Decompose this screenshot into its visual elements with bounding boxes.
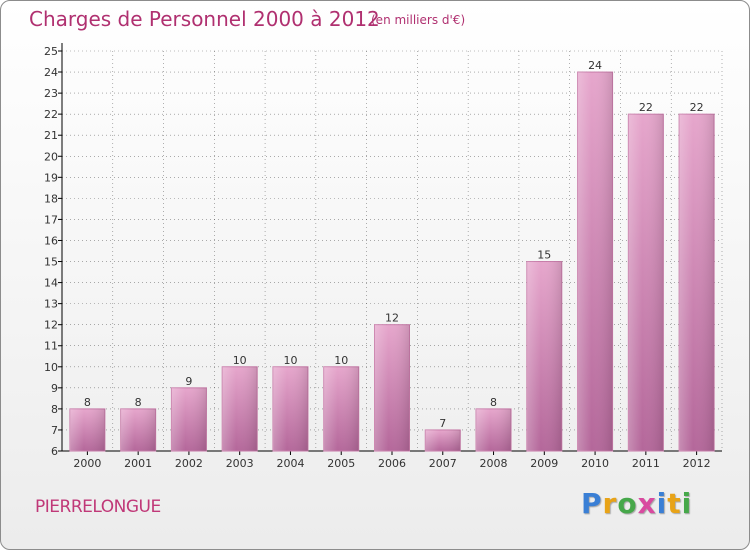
value-label: 22 (639, 101, 653, 114)
value-label: 10 (283, 354, 297, 367)
x-tick-label: 2001 (124, 457, 152, 470)
y-tick-label: 21 (44, 129, 58, 142)
x-tick-label: 2006 (378, 457, 406, 470)
bar-shade (526, 261, 562, 451)
bar-shade (425, 429, 461, 451)
bar-shade (679, 114, 715, 451)
bar-shade (374, 324, 410, 451)
x-tick-label: 2008 (480, 457, 508, 470)
value-label: 24 (588, 59, 602, 72)
x-tick-label: 2010 (581, 457, 609, 470)
bar-shade (69, 408, 105, 451)
bar-shade (120, 408, 156, 451)
y-tick-label: 16 (44, 234, 58, 247)
chart-title: Charges de Personnel 2000 à 2012 (29, 7, 380, 31)
chart-subtitle: (en milliers d'€) (371, 13, 466, 27)
axis-layer: 6 7 8 9 10 11 12 13 14 15 16 17 18 19 20 21 22 23 24 25 2000… (44, 43, 722, 470)
commune-name: PIERRELONGUE (35, 497, 161, 517)
y-tick-label: 19 (44, 171, 58, 184)
bar-shade (272, 366, 308, 451)
bar-shade (628, 114, 664, 451)
bar-shade (171, 387, 207, 451)
y-tick-label: 18 (44, 192, 58, 205)
x-tick-label: 2004 (276, 457, 304, 470)
y-tick-label: 25 (44, 45, 58, 58)
label-layer: 8 8 9 10 10 10 12 7 8 15 24 22 22 (84, 59, 704, 430)
bar-shade (323, 366, 359, 451)
y-tick-label: 20 (44, 150, 58, 163)
y-tick-label: 8 (51, 403, 58, 416)
value-label: 12 (385, 312, 399, 325)
bar-shade (476, 408, 512, 451)
value-label: 8 (84, 396, 91, 409)
y-tick-label: 17 (44, 213, 58, 226)
logo-letter: o (617, 487, 638, 520)
value-label: 8 (490, 396, 497, 409)
y-tick-label: 9 (51, 382, 58, 395)
value-label: 8 (135, 396, 142, 409)
x-tick-label: 2003 (226, 457, 254, 470)
value-label: 15 (537, 249, 551, 262)
x-tick-label: 2000 (73, 457, 101, 470)
y-tick-label: 6 (51, 445, 58, 458)
bar-layer (69, 71, 715, 452)
value-label: 10 (334, 354, 348, 367)
grid-layer (61, 50, 723, 452)
logo-letter: r (602, 487, 618, 520)
logo-letter: i (656, 487, 668, 520)
x-tick-label: 2011 (632, 457, 660, 470)
y-tick-label: 22 (44, 108, 58, 121)
y-tick-label: 15 (44, 256, 58, 269)
logo-letter: x (637, 487, 657, 520)
x-tick-label: 2012 (683, 457, 711, 470)
value-label: 22 (690, 101, 704, 114)
logo-letter: i (681, 487, 693, 520)
logo-letter: P (581, 487, 603, 520)
proxiti-logo: Proxiti (581, 487, 692, 520)
y-tick-label: 14 (44, 277, 58, 290)
x-tick-label: 2005 (327, 457, 355, 470)
y-tick-label: 13 (44, 298, 58, 311)
x-tick-label: 2007 (429, 457, 457, 470)
bar-shade (222, 366, 258, 451)
value-label: 7 (439, 417, 446, 430)
y-tick-label: 12 (44, 319, 58, 332)
bar-shade (577, 72, 613, 451)
y-tick-label: 10 (44, 361, 58, 374)
y-tick-label: 11 (44, 340, 58, 353)
y-tick-label: 24 (44, 66, 58, 79)
x-tick-label: 2009 (530, 457, 558, 470)
value-label: 9 (185, 375, 192, 388)
y-tick-label: 7 (51, 424, 58, 437)
y-tick-label: 23 (44, 87, 58, 100)
x-tick-label: 2002 (175, 457, 203, 470)
value-label: 10 (233, 354, 247, 367)
logo-letter: t (667, 487, 682, 520)
